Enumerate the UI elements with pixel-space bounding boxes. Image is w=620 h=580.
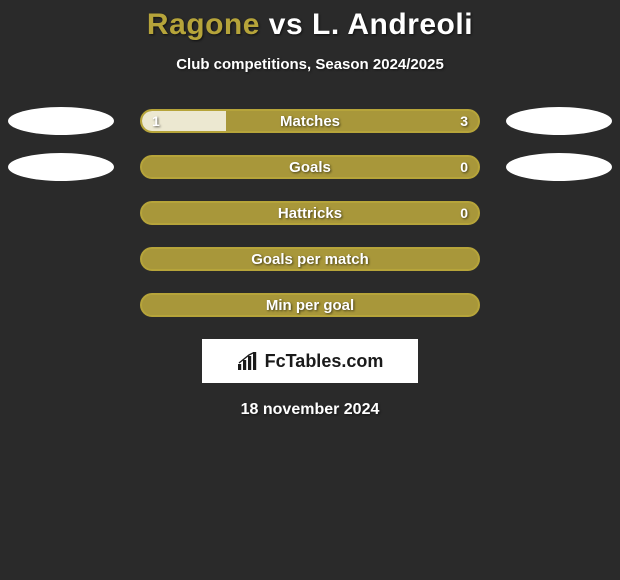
player2-ellipse — [506, 153, 612, 181]
stat-label: Min per goal — [142, 295, 478, 315]
stat-row: Goals per match — [0, 247, 620, 271]
stat-bar: Matches1 3 — [140, 109, 480, 133]
stat-label: Hattricks — [142, 203, 478, 223]
stat-row: Hattricks0 — [0, 201, 620, 225]
stat-rows: Matches13Goals0Hattricks0Goals per match… — [0, 109, 620, 317]
logo-text: FcTables.com — [265, 351, 384, 372]
stat-row: Matches1 3 — [0, 109, 620, 133]
player1-name: Ragone — [147, 8, 260, 41]
title: Ragone vs L. Andreoli — [0, 8, 620, 42]
stat-row: Min per goal — [0, 293, 620, 317]
stat-label: Goals — [142, 157, 478, 177]
stat-value-right: 0 — [460, 203, 468, 223]
vs-label: vs — [269, 8, 303, 41]
player1-ellipse — [8, 153, 114, 181]
stat-value-left: 1 — [152, 111, 160, 131]
subtitle: Club competitions, Season 2024/2025 — [0, 56, 620, 73]
date-label: 18 november 2024 — [0, 401, 620, 419]
bar-chart-icon — [237, 352, 259, 370]
player1-ellipse — [8, 107, 114, 135]
stat-value-right: 3 — [460, 111, 468, 131]
stat-bar: Goals per match — [140, 247, 480, 271]
stat-label: Matches — [142, 111, 478, 131]
stat-bar: Goals0 — [140, 155, 480, 179]
stat-value-right: 0 — [460, 157, 468, 177]
logo-box: FcTables.com — [202, 339, 418, 383]
player2-name: L. Andreoli — [312, 8, 473, 41]
stat-row: Goals0 — [0, 155, 620, 179]
stat-bar: Hattricks0 — [140, 201, 480, 225]
player2-ellipse — [506, 107, 612, 135]
stats-comparison-card: Ragone vs L. Andreoli Club competitions,… — [0, 0, 620, 419]
stat-bar: Min per goal — [140, 293, 480, 317]
stat-label: Goals per match — [142, 249, 478, 269]
